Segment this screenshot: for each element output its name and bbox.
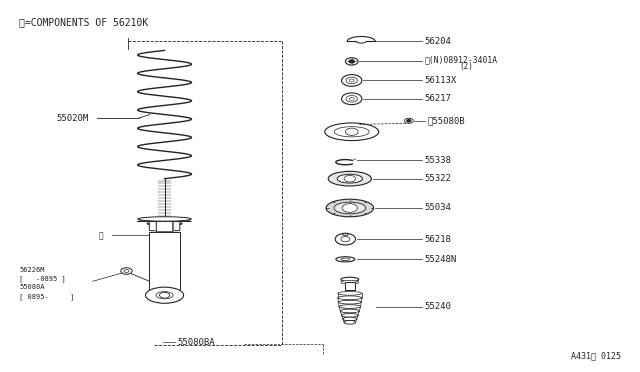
Ellipse shape bbox=[334, 126, 369, 137]
Ellipse shape bbox=[341, 280, 358, 284]
Ellipse shape bbox=[147, 221, 182, 226]
Circle shape bbox=[344, 175, 356, 182]
Ellipse shape bbox=[339, 305, 360, 308]
Ellipse shape bbox=[338, 292, 362, 295]
Ellipse shape bbox=[343, 317, 356, 321]
Text: 56218: 56218 bbox=[425, 235, 452, 244]
Circle shape bbox=[349, 79, 355, 82]
Circle shape bbox=[346, 77, 357, 84]
Ellipse shape bbox=[339, 300, 361, 304]
Text: 56226M
[   -0895 ]
55080A
[ 0895-     ]: 56226M [ -0895 ] 55080A [ 0895- ] bbox=[19, 267, 74, 299]
Ellipse shape bbox=[337, 174, 362, 183]
Circle shape bbox=[121, 268, 132, 274]
Circle shape bbox=[159, 292, 170, 298]
Ellipse shape bbox=[156, 292, 173, 299]
Text: ※(N)08912-3401A: ※(N)08912-3401A bbox=[425, 55, 498, 64]
Text: 55240: 55240 bbox=[425, 302, 452, 311]
Text: 55020M: 55020M bbox=[57, 114, 89, 123]
Ellipse shape bbox=[344, 321, 356, 324]
Circle shape bbox=[342, 93, 362, 105]
Text: (2): (2) bbox=[460, 62, 474, 71]
Text: 56113X: 56113X bbox=[425, 76, 457, 85]
Text: 55322: 55322 bbox=[425, 174, 452, 183]
Bar bbox=[345, 282, 355, 291]
Circle shape bbox=[407, 120, 411, 122]
Ellipse shape bbox=[145, 287, 184, 303]
Text: 56204: 56204 bbox=[425, 37, 452, 46]
Ellipse shape bbox=[342, 314, 358, 317]
Ellipse shape bbox=[342, 234, 348, 235]
Ellipse shape bbox=[341, 258, 350, 260]
Ellipse shape bbox=[340, 309, 359, 313]
Text: ※: ※ bbox=[99, 231, 104, 240]
Circle shape bbox=[335, 233, 356, 245]
Polygon shape bbox=[138, 219, 191, 232]
Bar bbox=[148, 232, 180, 292]
Circle shape bbox=[346, 58, 358, 65]
Ellipse shape bbox=[138, 217, 191, 221]
Circle shape bbox=[341, 237, 350, 242]
Text: 56217: 56217 bbox=[425, 94, 452, 103]
Bar bbox=[156, 219, 173, 230]
Circle shape bbox=[124, 270, 129, 272]
Text: ※=COMPONENTS OF 56210K: ※=COMPONENTS OF 56210K bbox=[19, 17, 148, 28]
Ellipse shape bbox=[338, 296, 362, 299]
Ellipse shape bbox=[336, 257, 355, 262]
Circle shape bbox=[346, 96, 357, 102]
Circle shape bbox=[346, 128, 358, 135]
Circle shape bbox=[342, 75, 362, 86]
Text: 55338: 55338 bbox=[425, 156, 452, 165]
Text: 55080BA: 55080BA bbox=[177, 338, 215, 347]
Text: A431※ 0125: A431※ 0125 bbox=[572, 351, 621, 360]
Text: 55248N: 55248N bbox=[425, 255, 457, 264]
Ellipse shape bbox=[324, 123, 379, 141]
FancyBboxPatch shape bbox=[149, 220, 180, 231]
Circle shape bbox=[404, 118, 413, 124]
Ellipse shape bbox=[341, 277, 358, 282]
Circle shape bbox=[342, 203, 357, 212]
Ellipse shape bbox=[326, 199, 374, 217]
Ellipse shape bbox=[334, 202, 365, 214]
Text: 55034: 55034 bbox=[425, 203, 452, 212]
Ellipse shape bbox=[328, 171, 371, 186]
Circle shape bbox=[349, 97, 355, 100]
Text: ※55080B: ※55080B bbox=[428, 116, 465, 125]
Circle shape bbox=[349, 60, 355, 63]
